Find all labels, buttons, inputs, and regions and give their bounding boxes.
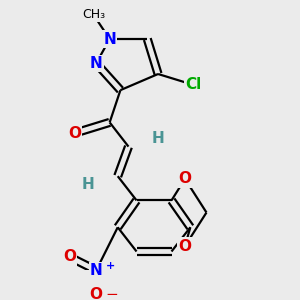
Text: N: N	[103, 32, 116, 46]
Text: N: N	[90, 263, 103, 278]
Text: +: +	[106, 261, 115, 271]
Text: O: O	[63, 249, 76, 264]
Text: O: O	[178, 171, 191, 186]
Text: H: H	[82, 177, 94, 192]
Text: CH₃: CH₃	[82, 8, 105, 21]
Text: H: H	[152, 131, 164, 146]
Text: N: N	[90, 56, 103, 71]
Text: Cl: Cl	[185, 77, 201, 92]
Text: O: O	[90, 287, 103, 300]
Text: −: −	[106, 287, 118, 300]
Text: O: O	[68, 126, 81, 141]
Text: O: O	[178, 238, 191, 253]
